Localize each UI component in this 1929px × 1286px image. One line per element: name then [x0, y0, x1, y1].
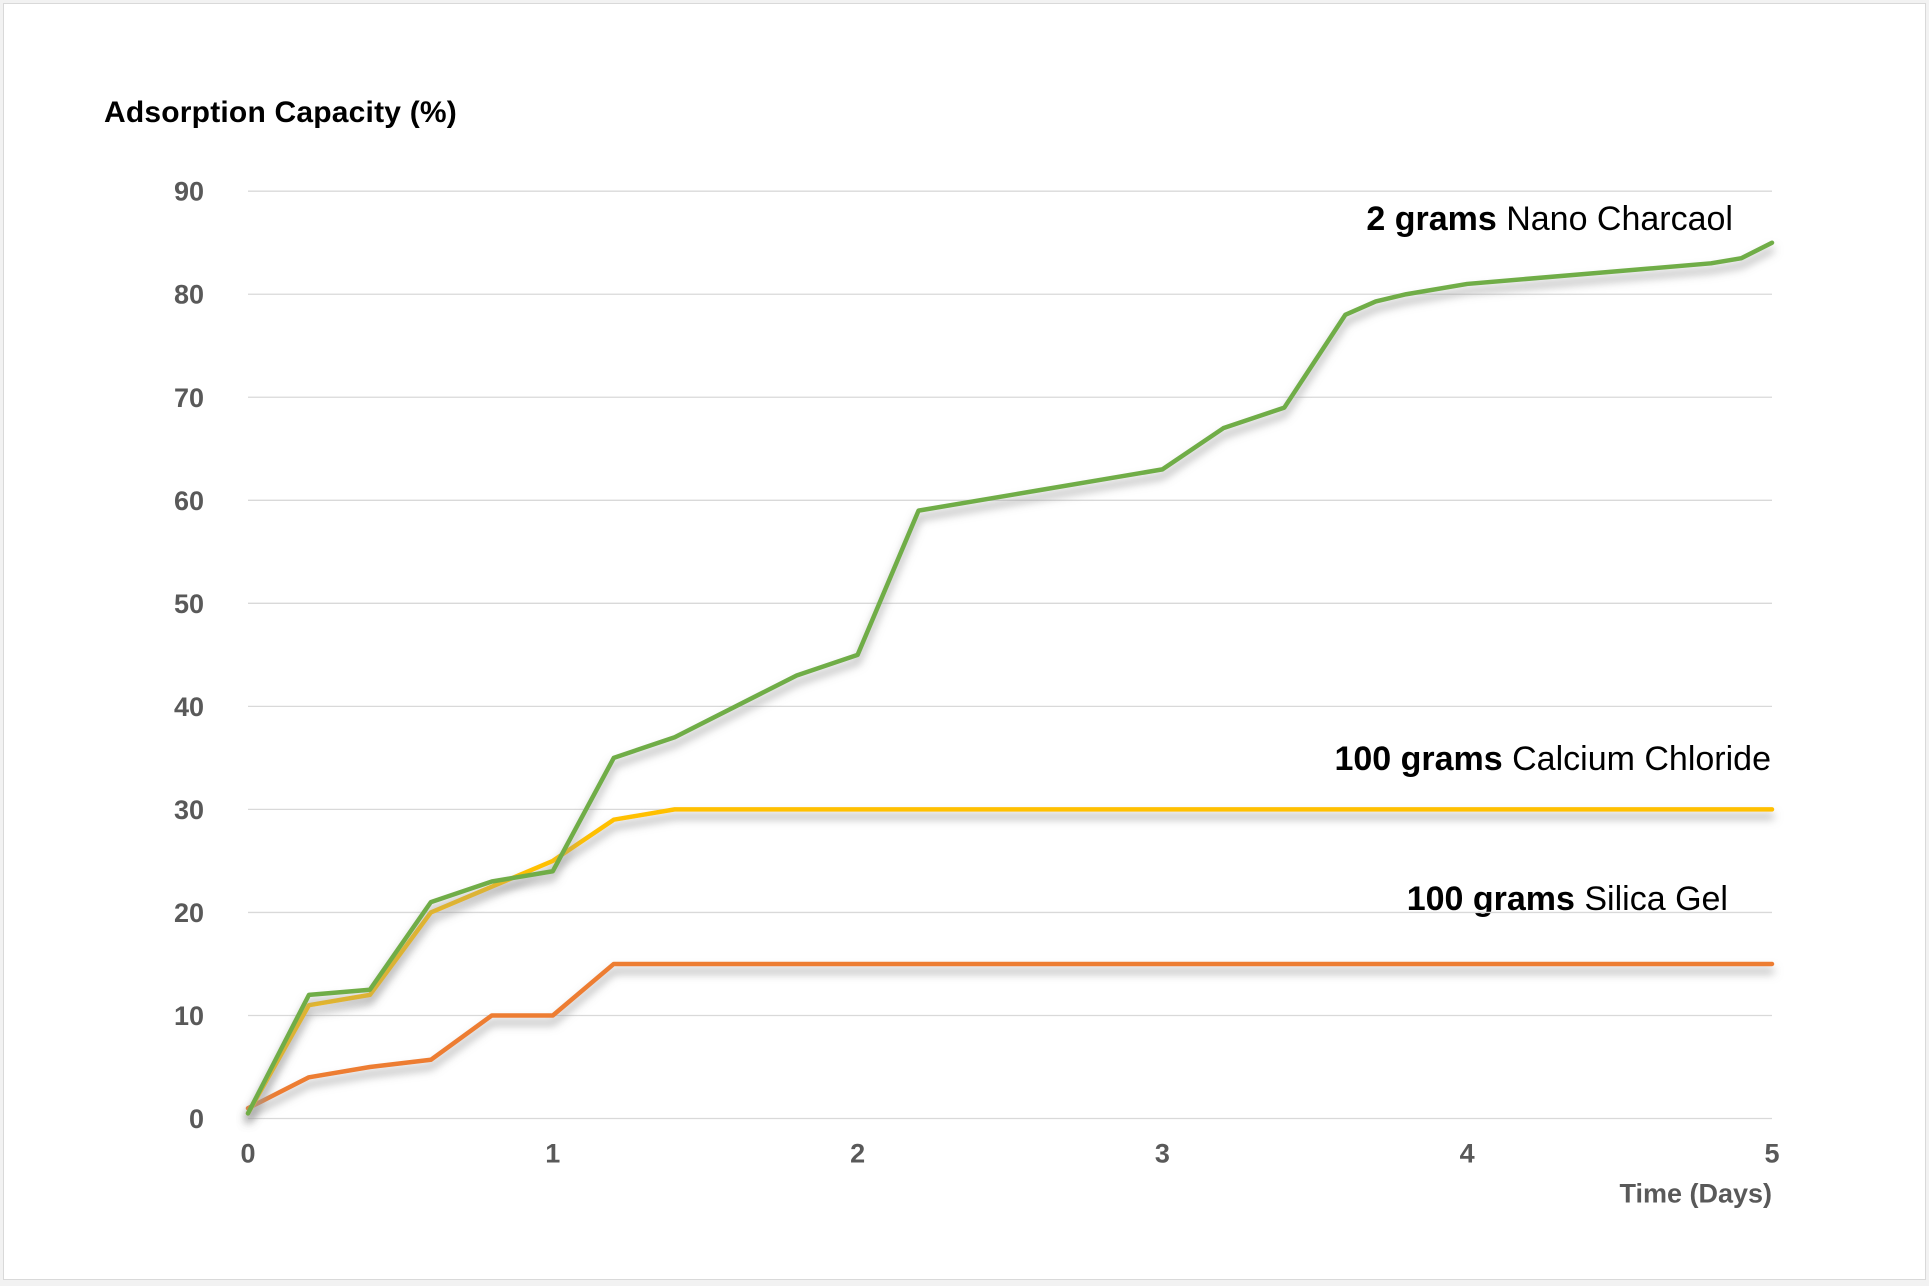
svg-text:50: 50 [174, 589, 204, 619]
svg-text:10: 10 [174, 1001, 204, 1031]
svg-text:90: 90 [174, 177, 204, 207]
svg-text:60: 60 [174, 486, 204, 516]
svg-text:70: 70 [174, 383, 204, 413]
svg-text:1: 1 [545, 1139, 560, 1169]
svg-text:4: 4 [1460, 1139, 1475, 1169]
svg-text:40: 40 [174, 692, 204, 722]
svg-text:5: 5 [1764, 1139, 1779, 1169]
svg-text:80: 80 [174, 280, 204, 310]
svg-text:30: 30 [174, 795, 204, 825]
svg-text:2: 2 [850, 1139, 865, 1169]
svg-text:3: 3 [1155, 1139, 1170, 1169]
svg-text:20: 20 [174, 898, 204, 928]
svg-text:Time (Days): Time (Days) [1619, 1179, 1772, 1209]
svg-text:0: 0 [189, 1104, 204, 1134]
svg-text:0: 0 [240, 1139, 255, 1169]
